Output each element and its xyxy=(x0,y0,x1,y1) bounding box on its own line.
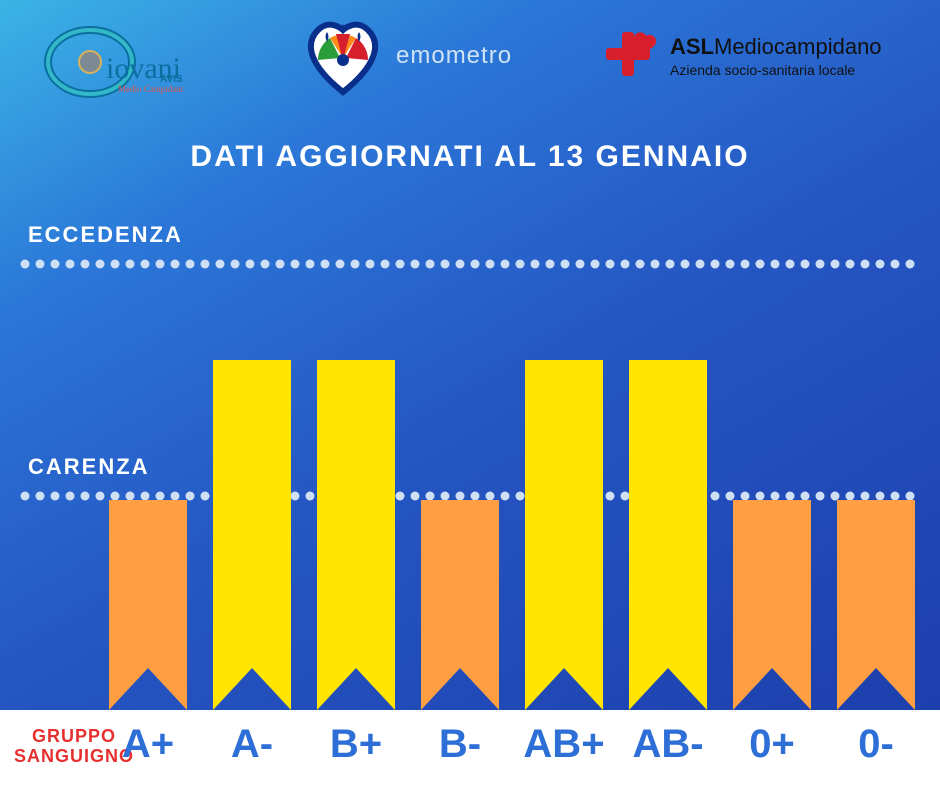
bar-Bplus xyxy=(317,360,395,710)
bar-Bminus xyxy=(421,500,499,710)
category-labels: A+A-B+B-AB+AB-0+0- xyxy=(96,710,926,788)
category-label: AB+ xyxy=(512,722,616,767)
category-label: AB- xyxy=(616,722,720,767)
bar-Aplus xyxy=(109,500,187,710)
category-label: B- xyxy=(408,722,512,767)
category-label: A- xyxy=(200,722,304,767)
bar-ABminus xyxy=(629,360,707,710)
bars-container xyxy=(96,0,926,710)
bar-0minus xyxy=(837,500,915,710)
category-label: 0- xyxy=(824,722,928,767)
bar-Aminus xyxy=(213,360,291,710)
infographic-root: iovani AVIS Medio Campidano emo xyxy=(0,0,940,788)
category-label: B+ xyxy=(304,722,408,767)
bar-0plus xyxy=(733,500,811,710)
chart-area: iovani AVIS Medio Campidano emo xyxy=(0,0,940,710)
footer: GRUPPO SANGUIGNO A+A-B+B-AB+AB-0+0- xyxy=(0,710,940,788)
category-label: A+ xyxy=(96,722,200,767)
category-label: 0+ xyxy=(720,722,824,767)
bar-ABplus xyxy=(525,360,603,710)
